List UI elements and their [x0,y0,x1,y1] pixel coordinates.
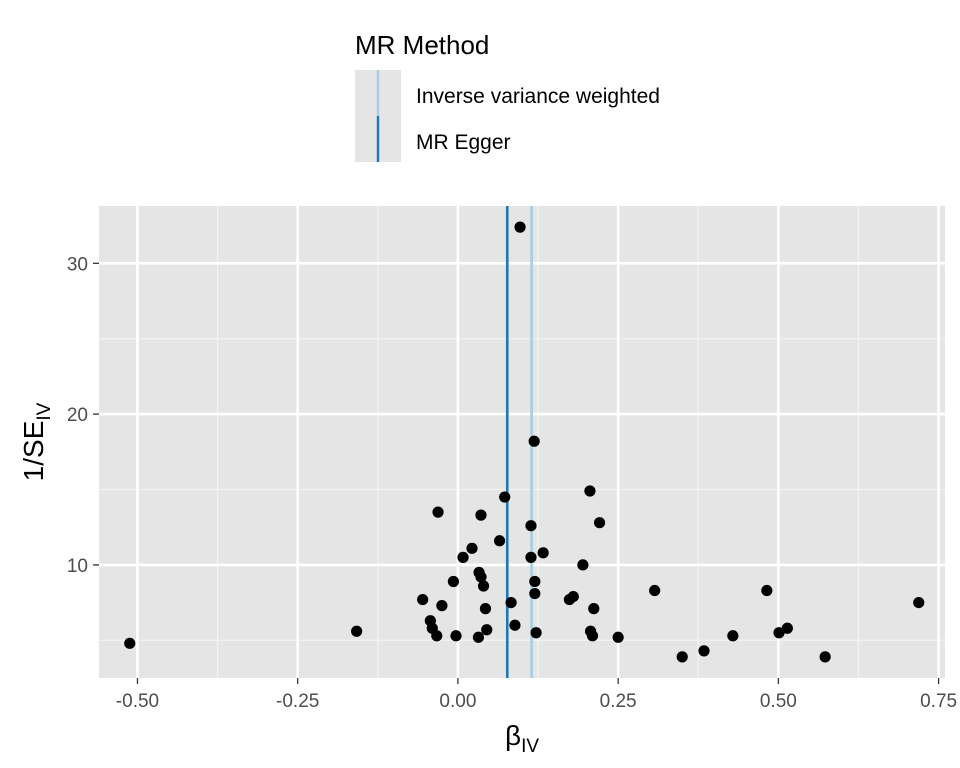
data-point [514,221,526,233]
data-point [505,597,517,609]
data-point [586,630,599,642]
data-point [819,651,831,663]
data-point [499,491,511,503]
data-point [351,625,363,637]
x-axis-title-sub: IV [521,736,539,757]
data-point [781,622,793,634]
x-tick-label: -0.50 [116,691,159,712]
minor-gridlines [99,206,945,678]
x-axis-title-main: β [505,720,521,751]
data-point [530,627,542,639]
data-point [761,584,773,597]
x-tick-label: 0.25 [600,691,637,712]
legend: MR Method Inverse variance weighted MR E… [355,30,660,162]
data-point [436,600,448,612]
data-point [525,520,537,532]
data-point [466,542,478,554]
data-point [479,603,492,615]
x-axis-ticks: -0.50 -0.25 0.00 0.25 0.50 0.75 [116,678,957,712]
data-points [124,221,925,663]
data-point [913,597,925,609]
data-point [577,559,589,571]
data-point [475,509,487,521]
data-point [649,584,661,597]
data-point [509,619,521,631]
legend-label-egger: MR Egger [416,131,511,154]
x-axis-title: βIV [505,720,539,757]
data-point [525,551,537,563]
data-point [472,631,485,643]
data-point [124,637,136,649]
data-point [537,547,549,559]
y-axis-title-sub: IV [34,402,55,420]
data-point [727,630,739,642]
y-tick-label: 10 [67,556,88,577]
data-point [563,593,576,606]
data-point [612,631,624,643]
plot-panel [99,206,945,678]
y-tick-label: 30 [67,254,88,275]
data-point [481,624,493,636]
data-point [529,587,541,600]
data-point [588,603,600,615]
major-gridlines [99,206,945,678]
data-point [431,630,443,642]
y-axis-title-main: 1/SE [18,421,49,482]
data-point [417,593,429,606]
y-axis-title: 1/SEIV [18,402,55,481]
x-tick-label: 0.50 [760,691,797,712]
data-point [676,651,688,663]
data-point [447,575,460,588]
data-point [593,517,606,529]
data-point [450,630,462,642]
x-tick-label: 0.00 [439,691,476,712]
data-point [698,645,710,657]
legend-title: MR Method [355,30,489,60]
data-point [584,485,596,497]
data-point [477,580,490,592]
data-point [493,535,506,547]
data-point [475,571,487,583]
data-point [773,627,785,639]
data-point [528,435,540,447]
x-tick-label: 0.75 [920,691,957,712]
y-tick-label: 20 [67,405,88,426]
data-point [432,506,444,518]
data-point [457,551,469,563]
x-tick-label: -0.25 [276,691,319,712]
y-axis-ticks: 10 20 30 [67,254,99,577]
data-point [529,575,541,588]
legend-label-ivw: Inverse variance weighted [416,85,660,108]
